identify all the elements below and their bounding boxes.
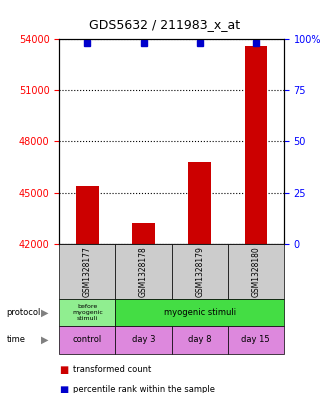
Text: percentile rank within the sample: percentile rank within the sample	[73, 385, 214, 393]
Text: ▶: ▶	[41, 335, 48, 345]
Text: ■: ■	[59, 365, 69, 375]
Bar	[132, 223, 155, 244]
Text: GDS5632 / 211983_x_at: GDS5632 / 211983_x_at	[89, 18, 241, 31]
Bar	[245, 46, 267, 244]
Text: GSM1328179: GSM1328179	[195, 246, 204, 297]
Text: GSM1328177: GSM1328177	[83, 246, 92, 297]
Text: GSM1328180: GSM1328180	[251, 246, 260, 297]
Text: ■: ■	[59, 385, 69, 393]
Bar	[76, 186, 99, 244]
Text: before
myogenic
stimuli: before myogenic stimuli	[72, 304, 103, 321]
Text: transformed count: transformed count	[73, 365, 151, 375]
Text: ▶: ▶	[41, 307, 48, 318]
Bar	[188, 162, 211, 244]
Text: control: control	[73, 336, 102, 344]
Text: day 15: day 15	[242, 336, 270, 344]
Text: GSM1328178: GSM1328178	[139, 246, 148, 297]
Text: time: time	[7, 336, 26, 344]
Text: protocol: protocol	[7, 308, 41, 317]
Text: day 3: day 3	[132, 336, 155, 344]
Text: day 8: day 8	[188, 336, 212, 344]
Text: myogenic stimuli: myogenic stimuli	[164, 308, 236, 317]
